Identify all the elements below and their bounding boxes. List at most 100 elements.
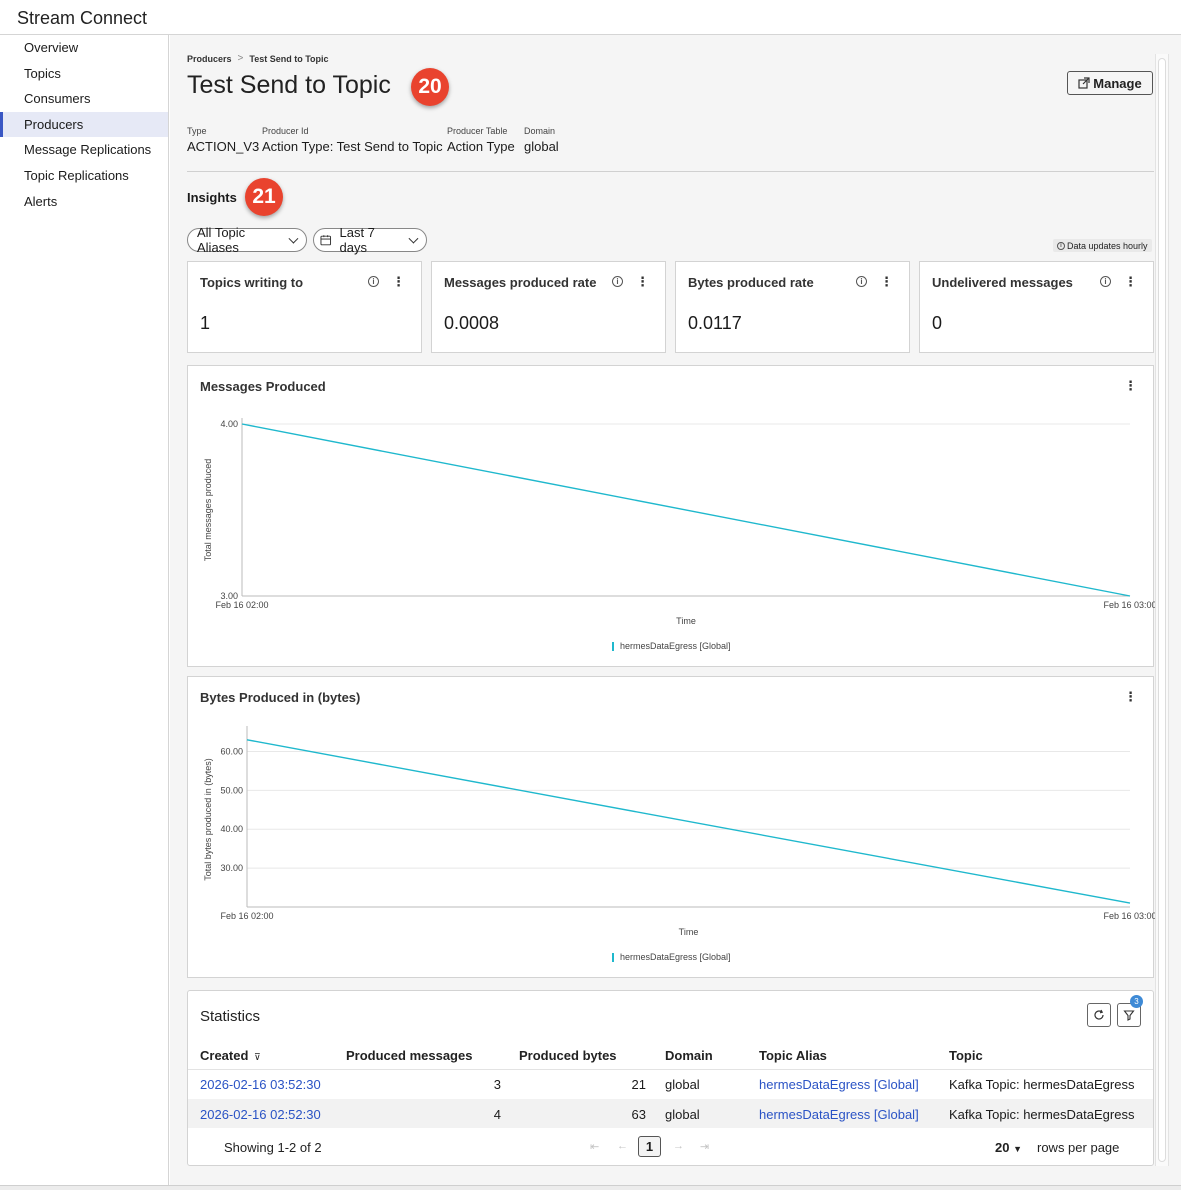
chart-title: Bytes Produced in (bytes) <box>200 690 361 705</box>
chevron-down-icon <box>288 233 299 243</box>
sidebar-item-topic-replications[interactable]: Topic Replications <box>24 167 129 183</box>
meta-producer-table-value: Action Type <box>447 139 515 154</box>
series-line <box>241 423 1131 597</box>
app-title: Stream Connect <box>17 8 148 28</box>
first-page-icon[interactable]: ⇤ <box>590 1141 600 1153</box>
calendar-icon <box>320 235 332 246</box>
column-header-topic[interactable]: Topic <box>949 1048 983 1063</box>
page-number-button[interactable]: 1 <box>638 1136 661 1157</box>
date-range-filter-label: Last 7 days <box>339 225 375 255</box>
kebab-menu-icon[interactable]: ⋮ <box>1124 274 1137 289</box>
sidebar-item-topics[interactable]: Topics <box>24 65 61 81</box>
info-icon[interactable]: i <box>856 276 867 287</box>
pagination-summary: Showing 1-2 of 2 <box>224 1140 322 1155</box>
y-tick-label: 50.00 <box>220 785 243 795</box>
meta-domain: Domain global <box>524 126 559 154</box>
topic-cell: Kafka Topic: hermesDataEgress <box>949 1077 1135 1092</box>
filter-count-badge: 3 <box>1130 995 1143 1008</box>
previous-page-icon[interactable]: ← <box>617 1140 628 1152</box>
bottom-scrollbar <box>0 1185 1181 1190</box>
kebab-menu-icon[interactable]: ⋮ <box>880 274 893 289</box>
column-header-domain[interactable]: Domain <box>665 1048 713 1063</box>
x-tick-label: Feb 16 03:00 <box>1103 600 1155 610</box>
meta-producer-id-label: Producer Id <box>262 126 309 136</box>
y-axis-title: Total bytes produced in (bytes) <box>203 758 213 881</box>
date-range-filter[interactable]: Last 7 days <box>313 225 427 255</box>
rows-per-page-select[interactable]: 20 ▼ <box>995 1140 1022 1155</box>
legend-entry: hermesDataEgress [Global] <box>620 952 731 962</box>
series-line <box>246 739 1131 904</box>
kebab-menu-icon[interactable]: ⋮ <box>392 274 405 289</box>
topic-alias-filter[interactable]: All Topic Aliases <box>187 225 307 255</box>
last-page-icon[interactable]: ⇥ <box>700 1141 710 1153</box>
meta-domain-label: Domain <box>524 126 556 136</box>
chart-card-bytes-produced: Bytes Produced in (bytes) ⋮ 60.00 50.00 40… <box>187 676 1155 978</box>
y-tick-label: 40.00 <box>220 824 243 834</box>
app-header: Stream Connect <box>0 0 1181 35</box>
sidebar-item-consumers[interactable]: Consumers <box>24 91 91 107</box>
manage-button[interactable]: Manage <box>1067 71 1153 95</box>
column-header-produced-bytes[interactable]: Produced bytes <box>519 1048 617 1063</box>
column-label: Created <box>200 1048 249 1063</box>
x-axis-title: Time <box>676 616 696 626</box>
topic-alias-link[interactable]: hermesDataEgress [Global] <box>759 1107 919 1122</box>
domain-cell: global <box>665 1107 700 1122</box>
kebab-menu-icon[interactable]: ⋮ <box>1124 378 1137 393</box>
sidebar-item-message-replications[interactable]: Message Replications <box>24 142 152 158</box>
sidebar-item-alerts[interactable]: Alerts <box>24 193 58 209</box>
y-tick-label: 30.00 <box>220 863 243 873</box>
column-header-created[interactable]: Created ⊽ <box>200 1048 261 1063</box>
created-link[interactable]: 2026-02-16 03:52:30 <box>200 1077 321 1092</box>
breadcrumb-separator: > <box>237 53 244 64</box>
manage-label: Manage <box>1093 75 1142 91</box>
y-tick-label: 3.00 <box>220 591 238 601</box>
metric-card-undelivered: Undelivered messages i ⋮ 0 <box>919 261 1154 353</box>
domain-cell: global <box>665 1077 700 1092</box>
kebab-menu-icon[interactable]: ⋮ <box>1124 689 1137 704</box>
sidebar-item-overview[interactable]: Overview <box>24 40 79 55</box>
metric-value: 0.0008 <box>444 313 500 333</box>
refresh-button[interactable] <box>1087 1003 1111 1027</box>
metric-title: Undelivered messages <box>932 275 1073 290</box>
meta-producer-table-label: Producer Table <box>447 126 508 136</box>
column-header-topic-alias[interactable]: Topic Alias <box>759 1048 827 1063</box>
chart-title: Messages Produced <box>200 379 326 394</box>
meta-type-value: ACTION_V3 <box>187 139 260 154</box>
created-link[interactable]: 2026-02-16 02:52:30 <box>200 1107 321 1122</box>
breadcrumb: Producers > Test Send to Topic <box>187 53 329 64</box>
meta-type-label: Type <box>187 126 207 136</box>
kebab-menu-icon[interactable]: ⋮ <box>636 274 649 289</box>
y-tick-label: 60.00 <box>220 746 243 756</box>
refresh-icon <box>1094 1009 1104 1020</box>
metric-value: 0.0117 <box>688 313 742 333</box>
produced-bytes-cell: 63 <box>631 1107 646 1122</box>
sidebar-item-producers[interactable]: Producers <box>0 111 168 138</box>
info-icon[interactable]: i <box>1100 276 1111 287</box>
x-tick-label: Feb 16 02:00 <box>220 911 273 921</box>
x-axis-title: Time <box>679 927 699 937</box>
legend-entry: hermesDataEgress [Global] <box>620 641 731 651</box>
next-page-icon[interactable]: → <box>673 1140 684 1152</box>
info-icon[interactable]: i <box>612 276 623 287</box>
breadcrumb-producers[interactable]: Producers <box>187 53 232 64</box>
table-row <box>188 1099 1153 1128</box>
statistics-title: Statistics <box>200 1008 261 1025</box>
chevron-down-icon <box>408 233 419 243</box>
metric-title: Messages produced rate <box>444 275 597 290</box>
info-icon[interactable]: i <box>368 276 379 287</box>
column-header-produced-messages[interactable]: Produced messages <box>346 1048 473 1063</box>
step-badge-20: 20 <box>411 68 449 106</box>
data-updates-text: Data updates hourly <box>1067 240 1148 251</box>
scrollbar-thumb[interactable] <box>1158 58 1166 1162</box>
produced-bytes-cell: 21 <box>631 1077 646 1092</box>
table-row <box>188 1069 1153 1098</box>
y-axis-title: Total messages produced <box>203 459 213 562</box>
step-badge-21: 21 <box>245 178 283 216</box>
chart-card-messages-produced: Messages Produced ⋮ 4.00 3.00 Feb 16 02:00… <box>187 365 1155 667</box>
meta-producer-id: Producer Id Action Type: Test Send to To… <box>262 126 443 154</box>
insights-heading: Insights <box>187 190 237 205</box>
sidebar: Overview Topics Consumers Producers Mess… <box>0 35 169 1185</box>
topic-alias-link[interactable]: hermesDataEgress [Global] <box>759 1077 919 1092</box>
data-updates-note: i Data updates hourly <box>1053 239 1152 252</box>
page-title: Test Send to Topic <box>187 71 391 99</box>
